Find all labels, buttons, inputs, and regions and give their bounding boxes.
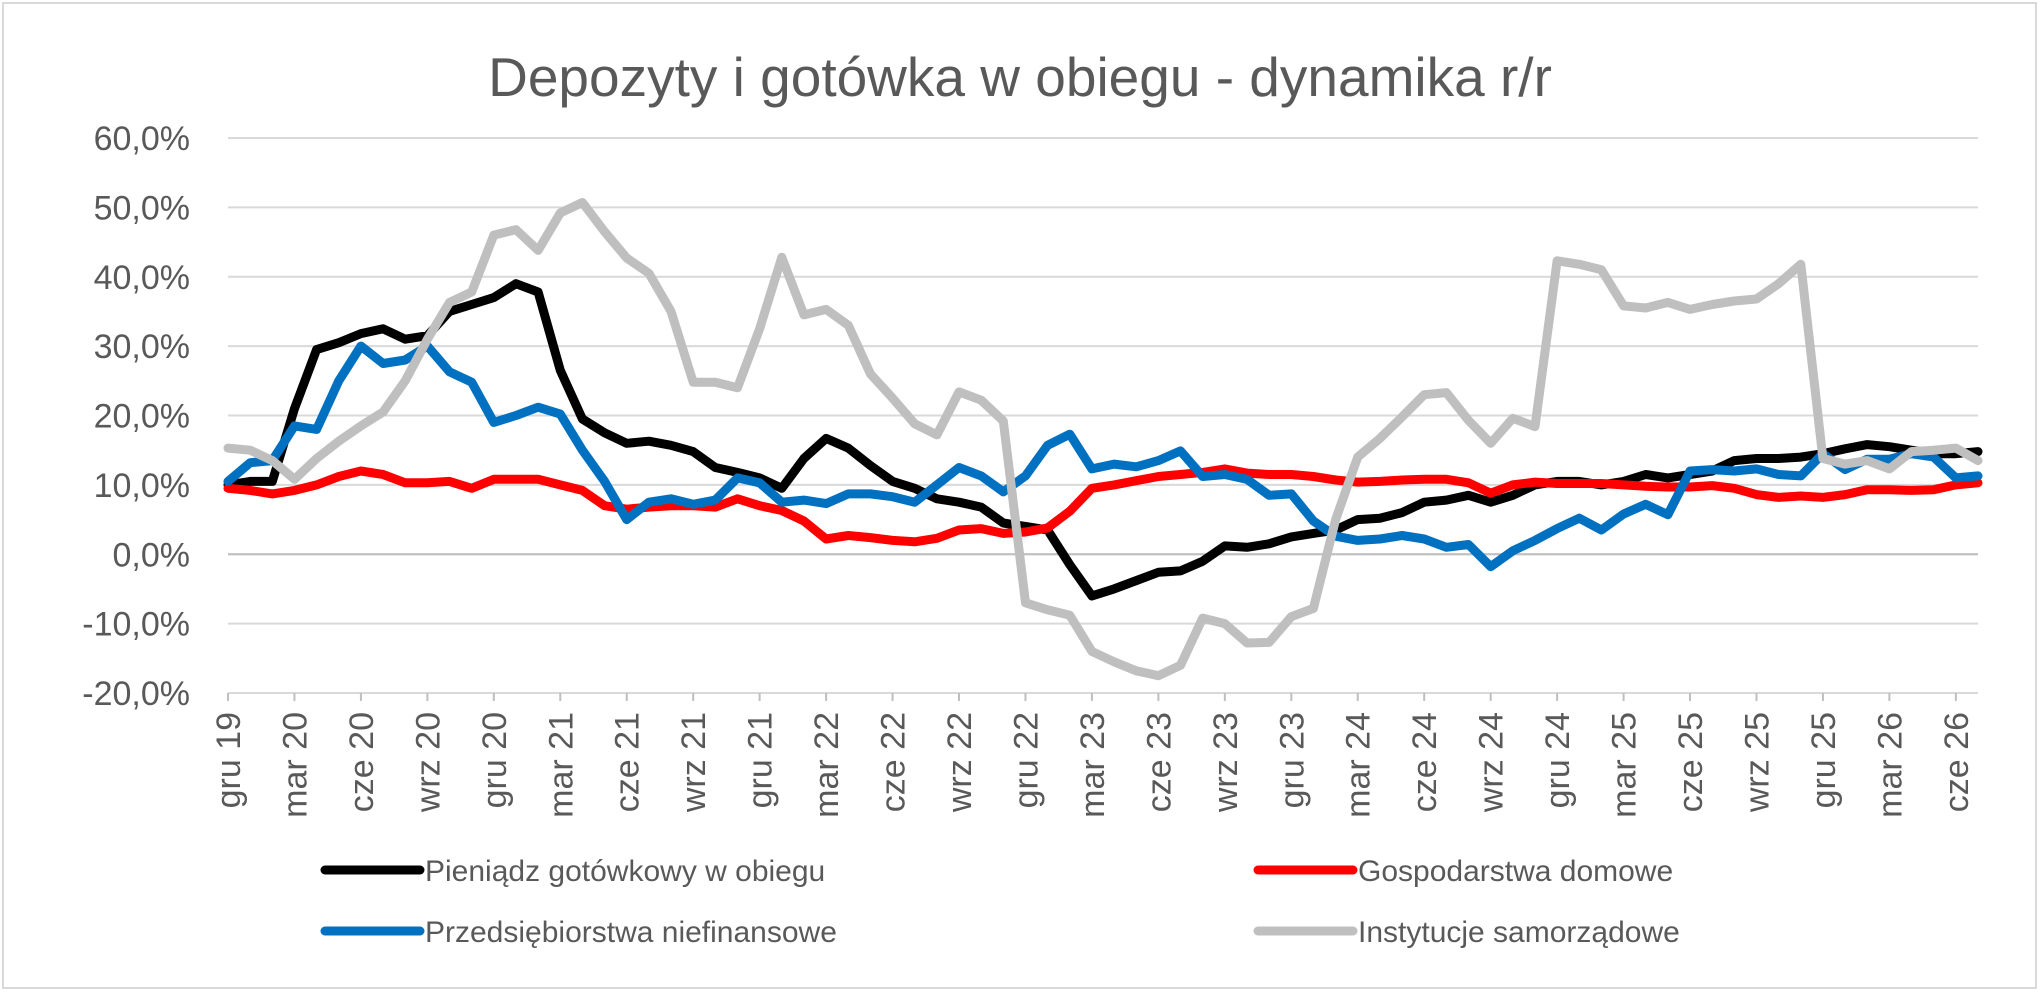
x-tick-label: wrz 23	[1207, 712, 1245, 813]
x-tick-label: wrz 20	[409, 712, 447, 813]
y-tick-label: 20,0%	[94, 398, 190, 436]
x-tick-label: mar 21	[542, 712, 580, 818]
legend-label-4: Instytucje samorządowe	[1358, 916, 1680, 949]
x-tick-label: wrz 21	[675, 712, 713, 813]
x-tick-label: cze 22	[875, 712, 913, 812]
x-tick-label: mar 23	[1074, 712, 1112, 818]
x-tick-label: cze 23	[1140, 712, 1178, 812]
x-tick-label: gru 21	[742, 712, 780, 808]
x-tick-label: mar 25	[1606, 712, 1644, 818]
y-axis-tick-labels: 60,0% 50,0% 40,0% 30,0% 20,0% 10,0% 0,0% -10,0%…	[82, 120, 190, 713]
chart-title: Depozyty i gotówka w obiegu - dynamika r…	[488, 46, 1552, 108]
x-axis-tick-labels: gru 19 mar 20 cze 20 wrz 20 gru 20 mar 21 cze …	[210, 693, 1976, 818]
x-tick-label: wrz 22	[941, 712, 979, 813]
x-tick-label: gru 24	[1539, 712, 1577, 808]
y-tick-label: 10,0%	[94, 467, 190, 505]
y-tick-label: 60,0%	[94, 120, 190, 158]
x-tick-label: gru 23	[1273, 712, 1311, 808]
x-tick-label: wrz 24	[1473, 712, 1511, 813]
x-tick-label: gru 19	[210, 712, 248, 808]
y-tick-label: 30,0%	[94, 328, 190, 366]
x-tick-label: mar 26	[1871, 712, 1909, 818]
series-line-2	[223, 464, 1983, 547]
x-tick-label: mar 22	[808, 712, 846, 818]
legend-label-2: Gospodarstwa domowe	[1358, 855, 1673, 888]
series-lines	[223, 198, 1983, 681]
x-tick-label: cze 20	[343, 712, 381, 812]
y-tick-label: 50,0%	[94, 189, 190, 227]
y-tick-label: -10,0%	[82, 606, 190, 644]
y-tick-label: 0,0%	[113, 536, 191, 574]
legend: Pieniądz gotówkowy w obiegu Gospodarstwa …	[320, 855, 1680, 949]
series-line-4	[223, 198, 1983, 681]
x-tick-label: cze 26	[1938, 712, 1976, 812]
series-line-3	[223, 341, 1983, 572]
x-tick-label: cze 21	[609, 712, 647, 812]
x-tick-label: cze 25	[1672, 712, 1710, 812]
x-tick-label: cze 24	[1406, 712, 1444, 812]
y-tick-label: -20,0%	[82, 675, 190, 713]
x-tick-label: wrz 25	[1738, 712, 1776, 813]
legend-label-3: Przedsiębiorstwa niefinansowe	[425, 916, 837, 949]
x-tick-label: gru 25	[1805, 712, 1843, 808]
x-tick-label: gru 20	[476, 712, 514, 808]
series-line-1	[223, 279, 1983, 601]
y-tick-label: 40,0%	[94, 259, 190, 297]
x-tick-label: mar 20	[276, 712, 314, 818]
x-tick-label: gru 22	[1007, 712, 1045, 808]
legend-label-1: Pieniądz gotówkowy w obiegu	[425, 855, 825, 888]
x-tick-label: mar 24	[1340, 712, 1378, 818]
